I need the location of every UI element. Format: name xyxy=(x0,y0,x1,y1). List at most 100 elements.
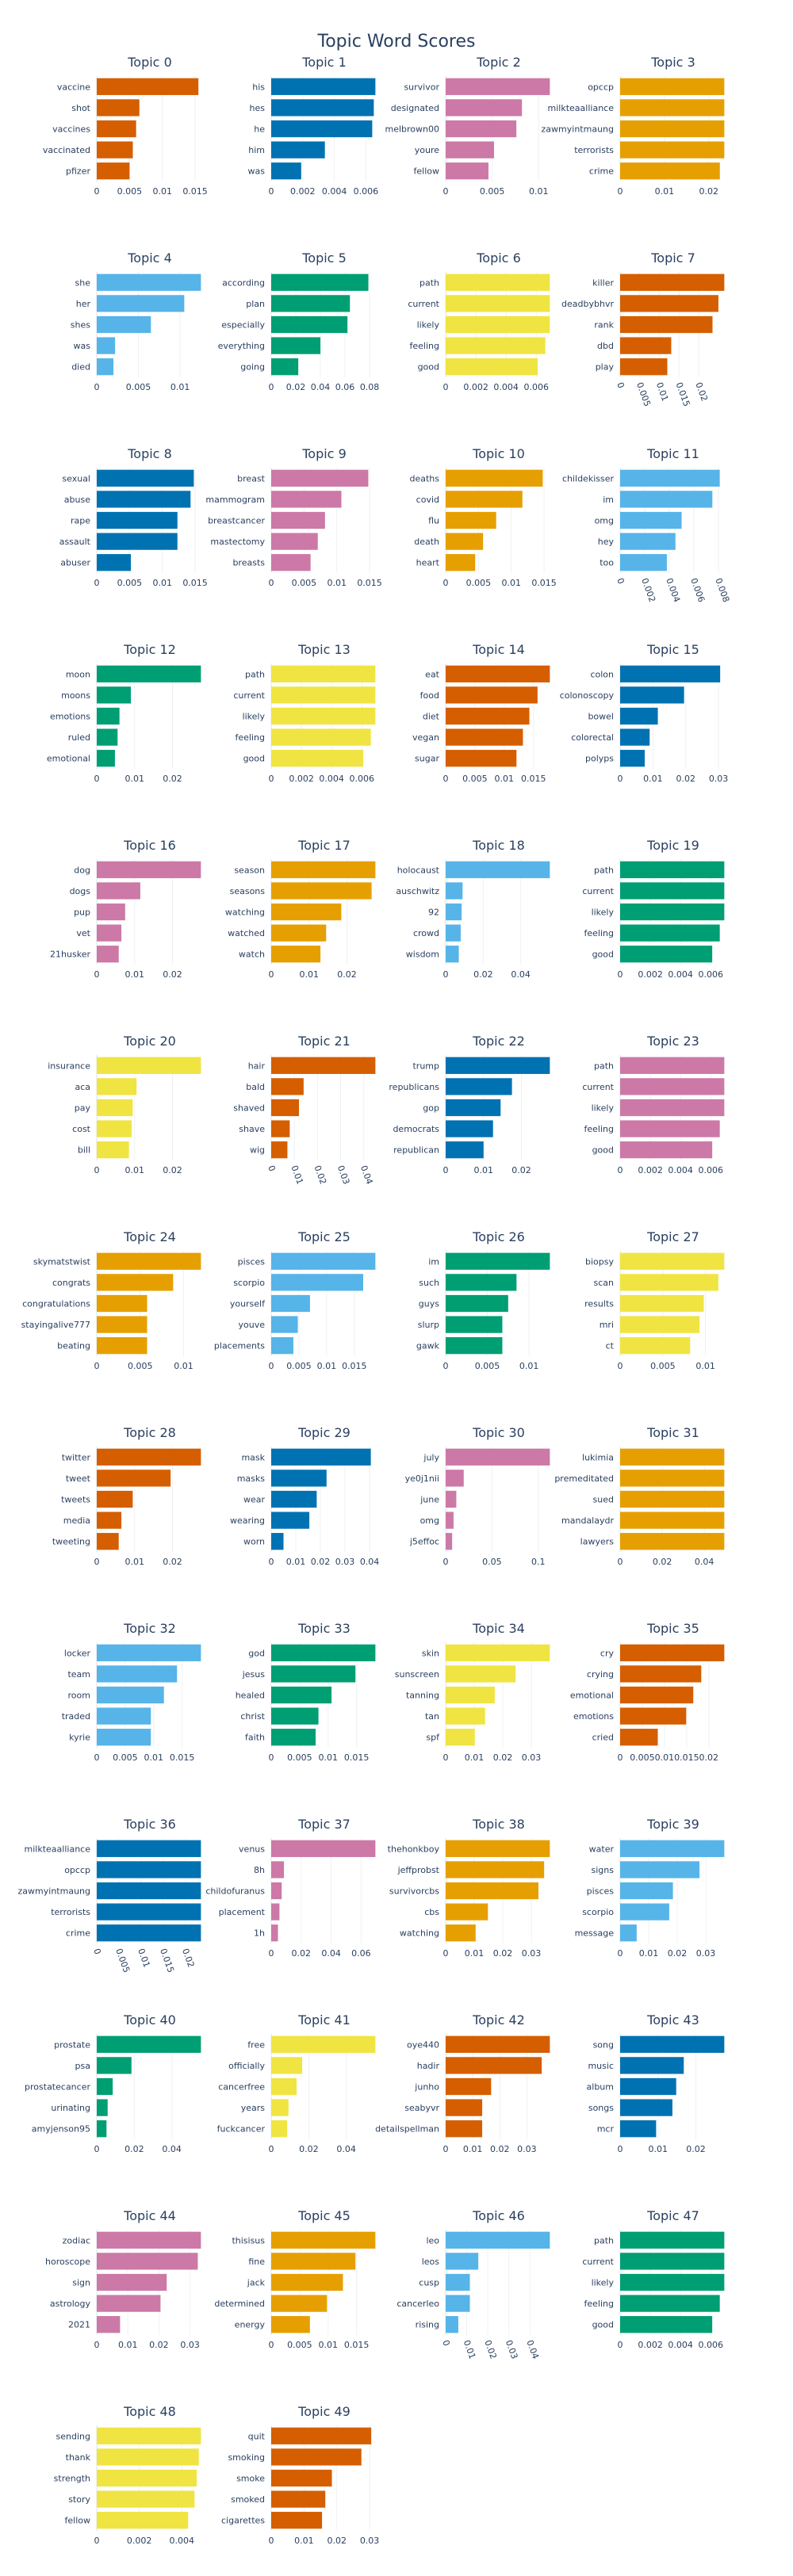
subplot-title: Topic 45 xyxy=(297,2208,351,2223)
tick-label: 0 xyxy=(269,2144,274,2154)
bar xyxy=(271,924,327,942)
word-label: mastectomy xyxy=(210,537,265,547)
bar xyxy=(620,1840,725,1857)
tick-label: 0.01 xyxy=(643,774,663,784)
subplot-37: Topic 37 venus 8h childofuranus placement 1h 0… xyxy=(205,1817,376,1959)
tick-label: 0.006 xyxy=(523,382,549,392)
word-label: sending xyxy=(56,2431,90,2441)
bar xyxy=(446,1882,538,1900)
bar xyxy=(271,2316,310,2333)
word-label: guys xyxy=(419,1299,439,1309)
bar xyxy=(271,1665,356,1683)
word-label: emotional xyxy=(47,754,90,764)
tick-label: 0.004 xyxy=(668,2340,693,2350)
bar xyxy=(271,1141,288,1159)
word-label: assault xyxy=(59,537,91,547)
subplot-title: Topic 2 xyxy=(476,55,521,70)
bar xyxy=(97,295,185,312)
tick-label: 0.005 xyxy=(286,1361,312,1371)
bar xyxy=(97,665,201,682)
tick-label: 0 xyxy=(94,1557,100,1567)
tick-label: 0.004 xyxy=(319,774,344,784)
bar xyxy=(97,469,194,487)
word-label: premeditated xyxy=(554,1473,614,1484)
bar xyxy=(620,99,725,117)
subplot-title: Topic 28 xyxy=(123,1425,176,1440)
tick-label: 0.02 xyxy=(653,1557,672,1567)
word-label: opccp xyxy=(64,1865,90,1875)
subplot-22: Topic 22 trump republicans gop democrats repu… xyxy=(389,1034,550,1175)
tick-label: 0 xyxy=(269,969,274,980)
bar xyxy=(271,511,325,529)
subplot-title: Topic 16 xyxy=(123,838,176,853)
bar xyxy=(271,2512,323,2529)
bar xyxy=(271,1729,316,1746)
bar xyxy=(620,2099,672,2116)
word-label: youre xyxy=(415,145,439,155)
bar xyxy=(271,1903,280,1921)
word-label: media xyxy=(63,1515,90,1526)
subplot-title: Topic 20 xyxy=(123,1034,176,1049)
subplot-title: Topic 46 xyxy=(472,2208,525,2223)
bar xyxy=(446,2231,550,2249)
word-label: hadir xyxy=(417,2061,440,2071)
subplot-title: Topic 14 xyxy=(472,642,525,657)
word-label: horoscope xyxy=(45,2257,90,2267)
word-label: plan xyxy=(246,299,265,309)
subplot-0: Topic 0 vaccine shot vaccines vaccinated pfiz… xyxy=(43,55,208,197)
subplot-20: Topic 20 insurance aca pay cost bill 0 0.01 0.02 xyxy=(48,1034,201,1175)
subplot-2: Topic 2 survivor designated melbrown00 youre… xyxy=(385,55,550,197)
tick-label: 0 xyxy=(443,1948,449,1959)
tick-label: 0.015 xyxy=(357,578,382,588)
tick-label: 0 xyxy=(443,774,449,784)
bar xyxy=(620,1924,637,1942)
bar xyxy=(97,2427,201,2444)
subplot-title: Topic 33 xyxy=(297,1621,351,1636)
word-label: current xyxy=(582,886,614,896)
bar xyxy=(97,1252,201,1270)
tick-label: 0 xyxy=(443,969,449,980)
tick-label: 0.02 xyxy=(163,774,182,784)
subplot-title: Topic 39 xyxy=(646,1817,699,1832)
word-label: likely xyxy=(417,320,440,331)
bar xyxy=(620,120,725,138)
subplot-27: Topic 27 biopsy scan results mri ct0 0.005 0.01 xyxy=(584,1229,725,1371)
word-label: colonoscopy xyxy=(560,690,615,701)
word-label: water xyxy=(589,1844,615,1854)
subplot-title: Topic 41 xyxy=(297,2012,351,2028)
word-label: mask xyxy=(241,1452,265,1462)
tick-label: 0.005 xyxy=(113,1752,138,1763)
word-label: sugar xyxy=(415,754,439,764)
tick-label: 0 xyxy=(618,1165,623,1175)
word-label: vaccinated xyxy=(43,145,90,155)
subplot-4: Topic 4 she her shes was died 0 0.005 0.01 xyxy=(71,250,201,392)
tick-label: 0.005 xyxy=(117,186,143,197)
word-label: wig xyxy=(250,1145,265,1156)
tick-label: 0.005 xyxy=(650,1361,676,1371)
subplot-30: Topic 30 july ye0j1nii june omg j5effoc 0 0.05 0… xyxy=(405,1425,550,1567)
word-label: cost xyxy=(72,1124,91,1134)
bar xyxy=(620,707,658,725)
subplot-title: Topic 15 xyxy=(646,642,699,657)
bar xyxy=(271,861,376,878)
tick-label: 0 xyxy=(94,2340,100,2350)
tick-label: 0.01 xyxy=(152,578,172,588)
tick-label: 0 xyxy=(618,1361,623,1371)
bar xyxy=(271,2469,332,2487)
word-label: omg xyxy=(595,516,614,526)
bar xyxy=(446,1252,550,1270)
bar xyxy=(620,1533,725,1550)
word-label: breastcancer xyxy=(208,516,265,526)
bar xyxy=(97,511,178,529)
tick-label: 0.006 xyxy=(698,2340,723,2350)
tick-label: 0.06 xyxy=(335,382,355,392)
bar xyxy=(271,903,342,921)
bar xyxy=(97,1274,174,1291)
word-label: was xyxy=(248,166,266,177)
word-label: melbrown00 xyxy=(385,124,440,135)
bar xyxy=(620,533,676,550)
